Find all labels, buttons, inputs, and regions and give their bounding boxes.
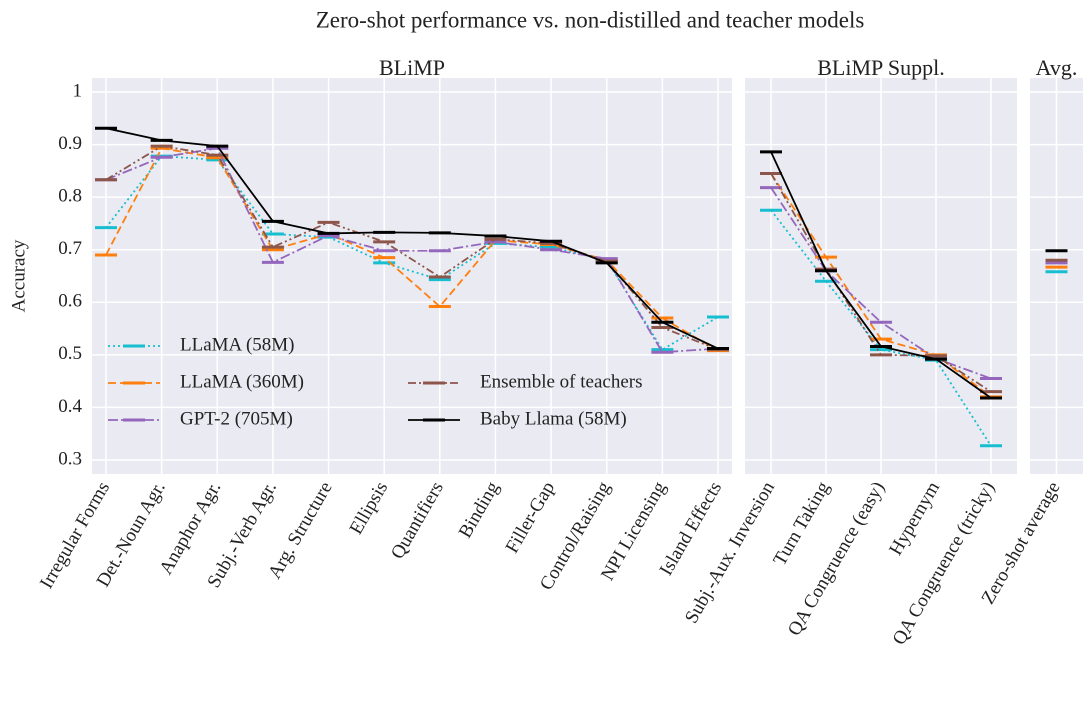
legend-label: Ensemble of teachers	[480, 371, 642, 392]
y-tick-label: 0.9	[58, 133, 82, 154]
chart-title: Zero-shot performance vs. non-distilled …	[316, 7, 865, 32]
y-tick-label: 0.3	[58, 448, 82, 469]
panel-title: BLiMP Suppl.	[817, 55, 945, 80]
x-tick-label: QA Congruence (tricky)	[889, 478, 1000, 648]
panel-title: BLiMP	[379, 55, 445, 80]
x-tick-label: Filler-Gap	[502, 478, 560, 557]
x-tick-label: Hypernym	[885, 478, 944, 559]
x-tick-label: Turn Taking	[769, 478, 834, 570]
y-tick-label: 0.7	[58, 238, 82, 259]
series-line	[105, 147, 719, 352]
panel-title: Avg.	[1036, 55, 1078, 80]
y-tick-label: 0.8	[58, 186, 82, 207]
x-tick-label: Ellipsis	[346, 478, 393, 538]
legend-label: LLaMA (360M)	[180, 371, 304, 392]
x-tick-label: Quantifiers	[387, 478, 448, 563]
y-tick-label: 0.5	[58, 343, 82, 364]
legend-label: LLaMA (58M)	[180, 334, 295, 355]
legend-label: Baby Llama (58M)	[480, 408, 627, 429]
y-tick-label: 0.6	[58, 291, 82, 312]
x-tick-label: Binding	[455, 478, 504, 542]
y-tick-label: 1	[73, 80, 83, 101]
series-line	[105, 155, 719, 351]
y-axis-label: Accuracy	[8, 239, 29, 312]
y-tick-label: 0.4	[58, 396, 82, 417]
x-tick-label: QA Congruence (easy)	[784, 478, 889, 639]
legend-label: GPT-2 (705M)	[180, 408, 293, 429]
series-line	[770, 187, 992, 380]
